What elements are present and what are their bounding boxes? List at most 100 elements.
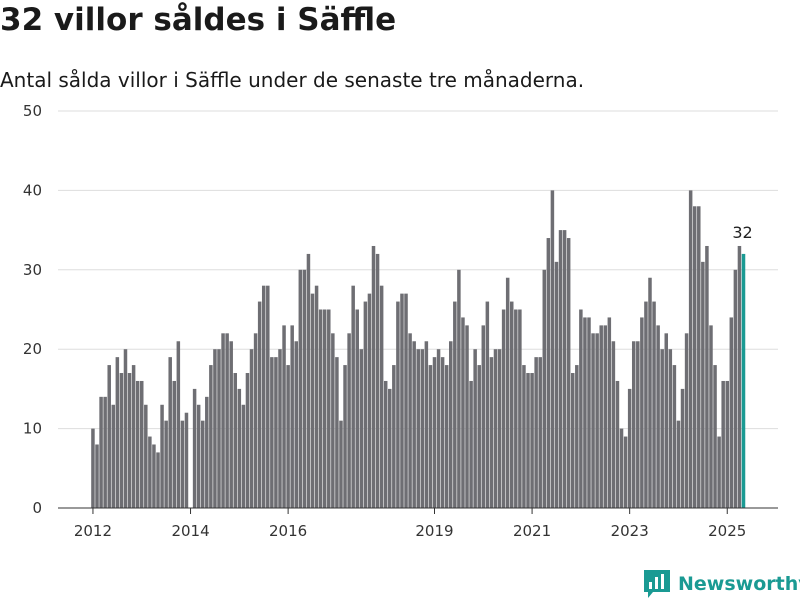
bar: [383, 380, 388, 508]
bar: [131, 365, 136, 508]
bar: [697, 206, 701, 508]
bar: [261, 285, 266, 508]
bar: [310, 293, 315, 508]
bar: [217, 349, 221, 508]
bar: [359, 349, 364, 508]
latest-value-label: 32: [732, 223, 752, 242]
bar: [266, 285, 270, 508]
bar: [733, 269, 738, 508]
bar: [91, 428, 95, 508]
bar: [721, 380, 725, 508]
bar: [546, 238, 551, 509]
bar: [611, 341, 616, 508]
bar: [139, 380, 144, 508]
bar: [331, 333, 335, 508]
bar: [103, 396, 107, 508]
bar: [518, 309, 522, 508]
bar: [363, 301, 368, 508]
bar: [229, 341, 233, 508]
bar: [213, 349, 217, 508]
bar: [656, 325, 660, 508]
bar: [270, 357, 274, 508]
bar: [249, 349, 254, 508]
bar: [347, 333, 351, 508]
bar: [127, 373, 132, 508]
bar: [327, 309, 331, 508]
bars: [91, 190, 746, 509]
bar: [672, 365, 677, 508]
bar: [668, 349, 673, 508]
bar: [737, 245, 742, 509]
brand-name: Newsworthy: [678, 573, 800, 595]
bar: [168, 357, 172, 508]
bar: [440, 357, 445, 508]
bar: [302, 269, 307, 508]
bar: [209, 365, 213, 508]
bar: [152, 444, 156, 508]
bar: [408, 333, 412, 508]
bar: [684, 333, 689, 508]
bar: [481, 325, 486, 508]
bar: [583, 317, 587, 508]
bar: [160, 404, 164, 508]
bar: [497, 349, 502, 508]
bar: [725, 380, 729, 508]
bar: [444, 365, 449, 508]
bar: [119, 373, 124, 508]
bar: [501, 309, 506, 508]
bar: [558, 230, 563, 508]
bar: [591, 333, 595, 508]
bar: [245, 373, 250, 508]
y-tick-label: 50: [23, 102, 42, 120]
bar: [225, 333, 229, 508]
bar: [184, 412, 189, 508]
bar: [253, 333, 258, 508]
bar: [640, 317, 644, 508]
y-tick-label: 30: [23, 261, 42, 279]
bar: [237, 388, 242, 508]
bar: [196, 404, 201, 508]
annotations: 32: [732, 223, 752, 242]
x-tick-label: 2021: [513, 522, 551, 540]
bar: [648, 277, 652, 508]
bar: [713, 365, 717, 508]
bar: [388, 388, 392, 508]
bar: [351, 285, 355, 508]
bar: [412, 341, 416, 508]
bar: [534, 357, 538, 508]
x-tick-label: 2014: [171, 522, 209, 540]
bar: [335, 357, 339, 508]
bar: [509, 301, 514, 508]
x-axis: 2012 2014 2016 2019 2021 2023 2025: [58, 507, 778, 540]
bar: [465, 325, 469, 508]
bar: [404, 293, 408, 508]
bar: [595, 333, 599, 508]
bar: [652, 301, 656, 508]
bar: [636, 341, 640, 508]
bar: [522, 365, 526, 508]
bar: [164, 420, 168, 508]
y-tick-label: 0: [32, 499, 42, 517]
bar: [505, 277, 510, 508]
bar: [123, 349, 128, 508]
bar: [542, 269, 547, 508]
x-tick-label: 2023: [611, 522, 649, 540]
bar: [282, 325, 286, 508]
bar: [400, 293, 404, 508]
bar: [550, 190, 555, 508]
bar: [241, 404, 246, 508]
bar: [473, 349, 477, 508]
bar: [676, 420, 681, 508]
bar: [95, 444, 99, 508]
bar: [554, 261, 559, 508]
bar: [200, 420, 205, 508]
chart-title: 32 villor såldes i Säffle: [0, 2, 397, 38]
bar: [294, 341, 298, 508]
bar: [457, 269, 461, 508]
bar: [436, 349, 441, 508]
bar: [278, 349, 282, 508]
bar: [148, 436, 152, 508]
bar: [111, 404, 116, 508]
bar: [607, 317, 612, 508]
